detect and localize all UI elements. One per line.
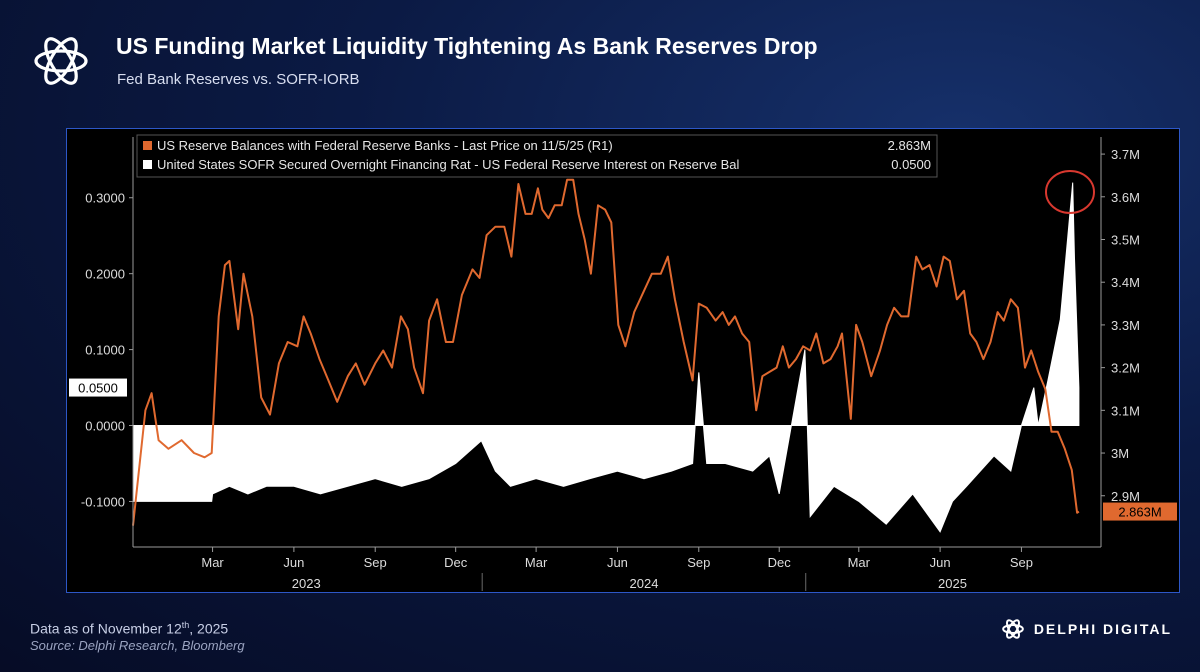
left-tick-label: 0.3000 xyxy=(85,191,125,206)
right-tick-label: 3.7M xyxy=(1111,147,1140,162)
x-tick-label: Dec xyxy=(444,555,468,570)
last-reserves-label: 2.863M xyxy=(1118,505,1161,520)
x-tick-label: Jun xyxy=(607,555,628,570)
x-tick-label: Sep xyxy=(1010,555,1033,570)
right-tick-label: 3.4M xyxy=(1111,275,1140,290)
legend-value: 2.863M xyxy=(888,138,931,153)
legend-swatch xyxy=(143,160,152,169)
right-tick-label: 3.3M xyxy=(1111,318,1140,333)
left-tick-label: -0.1000 xyxy=(81,494,125,509)
reserves-line xyxy=(132,178,1080,526)
left-tick-label: 0.0000 xyxy=(85,419,125,434)
legend: US Reserve Balances with Federal Reserve… xyxy=(136,134,938,178)
last-spread-label: 0.0500 xyxy=(78,381,118,396)
x-year-label: 2023 xyxy=(292,576,321,591)
right-tick-label: 3.1M xyxy=(1111,403,1140,418)
x-tick-label: Sep xyxy=(687,555,710,570)
right-tick-label: 3.6M xyxy=(1111,190,1140,205)
last-reserves-badge xyxy=(1103,502,1177,521)
x-tick-label: Jun xyxy=(930,555,951,570)
x-tick-label: Dec xyxy=(768,555,792,570)
chart-subtitle: Fed Bank Reserves vs. SOFR-IORB xyxy=(117,71,360,88)
x-tick-label: Mar xyxy=(525,555,548,570)
legend-value: 0.0500 xyxy=(891,157,931,172)
legend-label: US Reserve Balances with Federal Reserve… xyxy=(157,138,613,153)
spread-series xyxy=(132,182,1080,533)
spike-highlight-circle xyxy=(1045,170,1095,214)
right-tick-label: 3.5M xyxy=(1111,233,1140,248)
footer-date: Data as of November 12th, 2025 xyxy=(30,620,229,637)
delphi-logo-icon xyxy=(34,37,88,85)
legend-swatch xyxy=(143,141,152,150)
right-tick-label: 2.9M xyxy=(1111,489,1140,504)
footer-source: Source: Delphi Research, Bloomberg xyxy=(30,638,245,653)
right-tick-label: 3M xyxy=(1111,446,1129,461)
spread-area xyxy=(132,182,1080,533)
x-year-label: 2025 xyxy=(938,576,967,591)
legend-label: United States SOFR Secured Overnight Fin… xyxy=(157,157,739,172)
left-tick-label: 0.2000 xyxy=(85,267,125,282)
chart-frame: 0.3000 0.2000 0.1000 0.0000 -0.1000 3.7M 3.6M 3… xyxy=(66,128,1180,593)
x-tick-label: Mar xyxy=(848,555,871,570)
delphi-knot-icon xyxy=(1001,619,1024,639)
last-spread-badge xyxy=(69,378,127,397)
chart: 0.3000 0.2000 0.1000 0.0000 -0.1000 3.7M 3.6M 3… xyxy=(69,134,1177,591)
legend-box xyxy=(136,134,938,178)
brand: DELPHI DIGITAL xyxy=(1000,616,1172,642)
x-tick-label: Mar xyxy=(201,555,224,570)
axes: 0.3000 0.2000 0.1000 0.0000 -0.1000 3.7M 3.6M 3… xyxy=(69,137,1177,591)
x-tick-label: Sep xyxy=(364,555,387,570)
chart-title: US Funding Market Liquidity Tightening A… xyxy=(116,33,818,59)
reserves-series xyxy=(132,178,1080,526)
left-tick-label: 0.1000 xyxy=(85,343,125,358)
right-tick-label: 3.2M xyxy=(1111,361,1140,376)
x-year-label: 2024 xyxy=(630,576,659,591)
brand-name: DELPHI DIGITAL xyxy=(1033,621,1172,637)
x-tick-label: Jun xyxy=(283,555,304,570)
